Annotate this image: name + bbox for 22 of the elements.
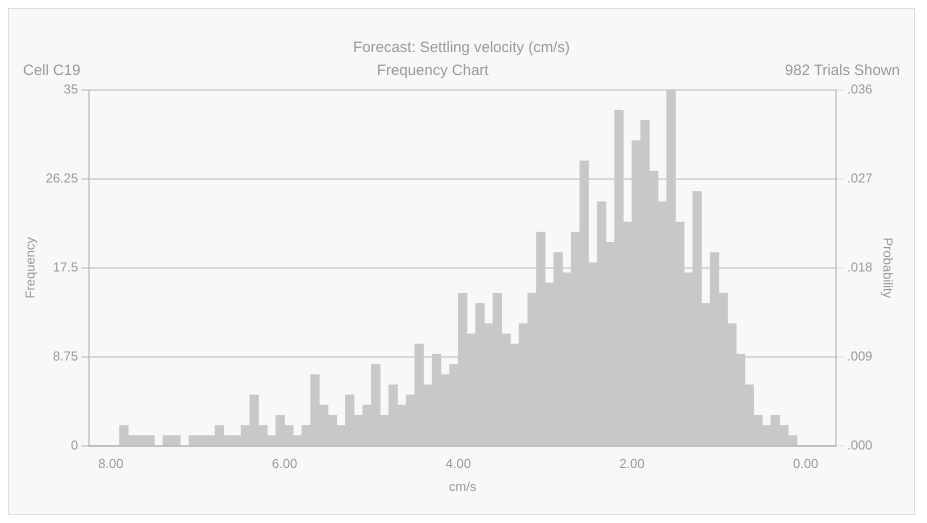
x-tick-label: 4.00 — [446, 456, 471, 472]
y2-tick-label: .018 — [847, 259, 872, 274]
x-tick-label: 2.00 — [619, 456, 645, 472]
x-tick-label: 0.00 — [793, 456, 818, 472]
y-tick-label: 35 — [64, 81, 78, 96]
y2-axis-title: Probability — [880, 237, 896, 299]
y2-tick-label: .027 — [847, 170, 872, 186]
chart-title: Forecast: Settling velocity (cm/s) — [352, 38, 571, 56]
y-tick-label: 8.75 — [52, 348, 78, 364]
x-axis-title: cm/s — [448, 478, 477, 494]
text: Cell C19 — [23, 62, 81, 79]
y-tick-label: 0 — [70, 437, 78, 452]
y-tick-label: 26.25 — [46, 170, 78, 186]
y2-tick-label: .009 — [847, 348, 872, 364]
y-axis-title: Frequency — [22, 236, 38, 299]
x-tick-label: 6.00 — [272, 456, 298, 472]
chart-subtitle: Frequency Chart — [376, 62, 489, 79]
y2-tick-label: .036 — [847, 81, 872, 96]
y-tick-label: 17.5 — [52, 259, 78, 274]
x-tick-label: 8.00 — [98, 456, 124, 472]
y2-tick-label: .000 — [847, 437, 872, 452]
text: 982 Trials Shown — [784, 62, 900, 79]
